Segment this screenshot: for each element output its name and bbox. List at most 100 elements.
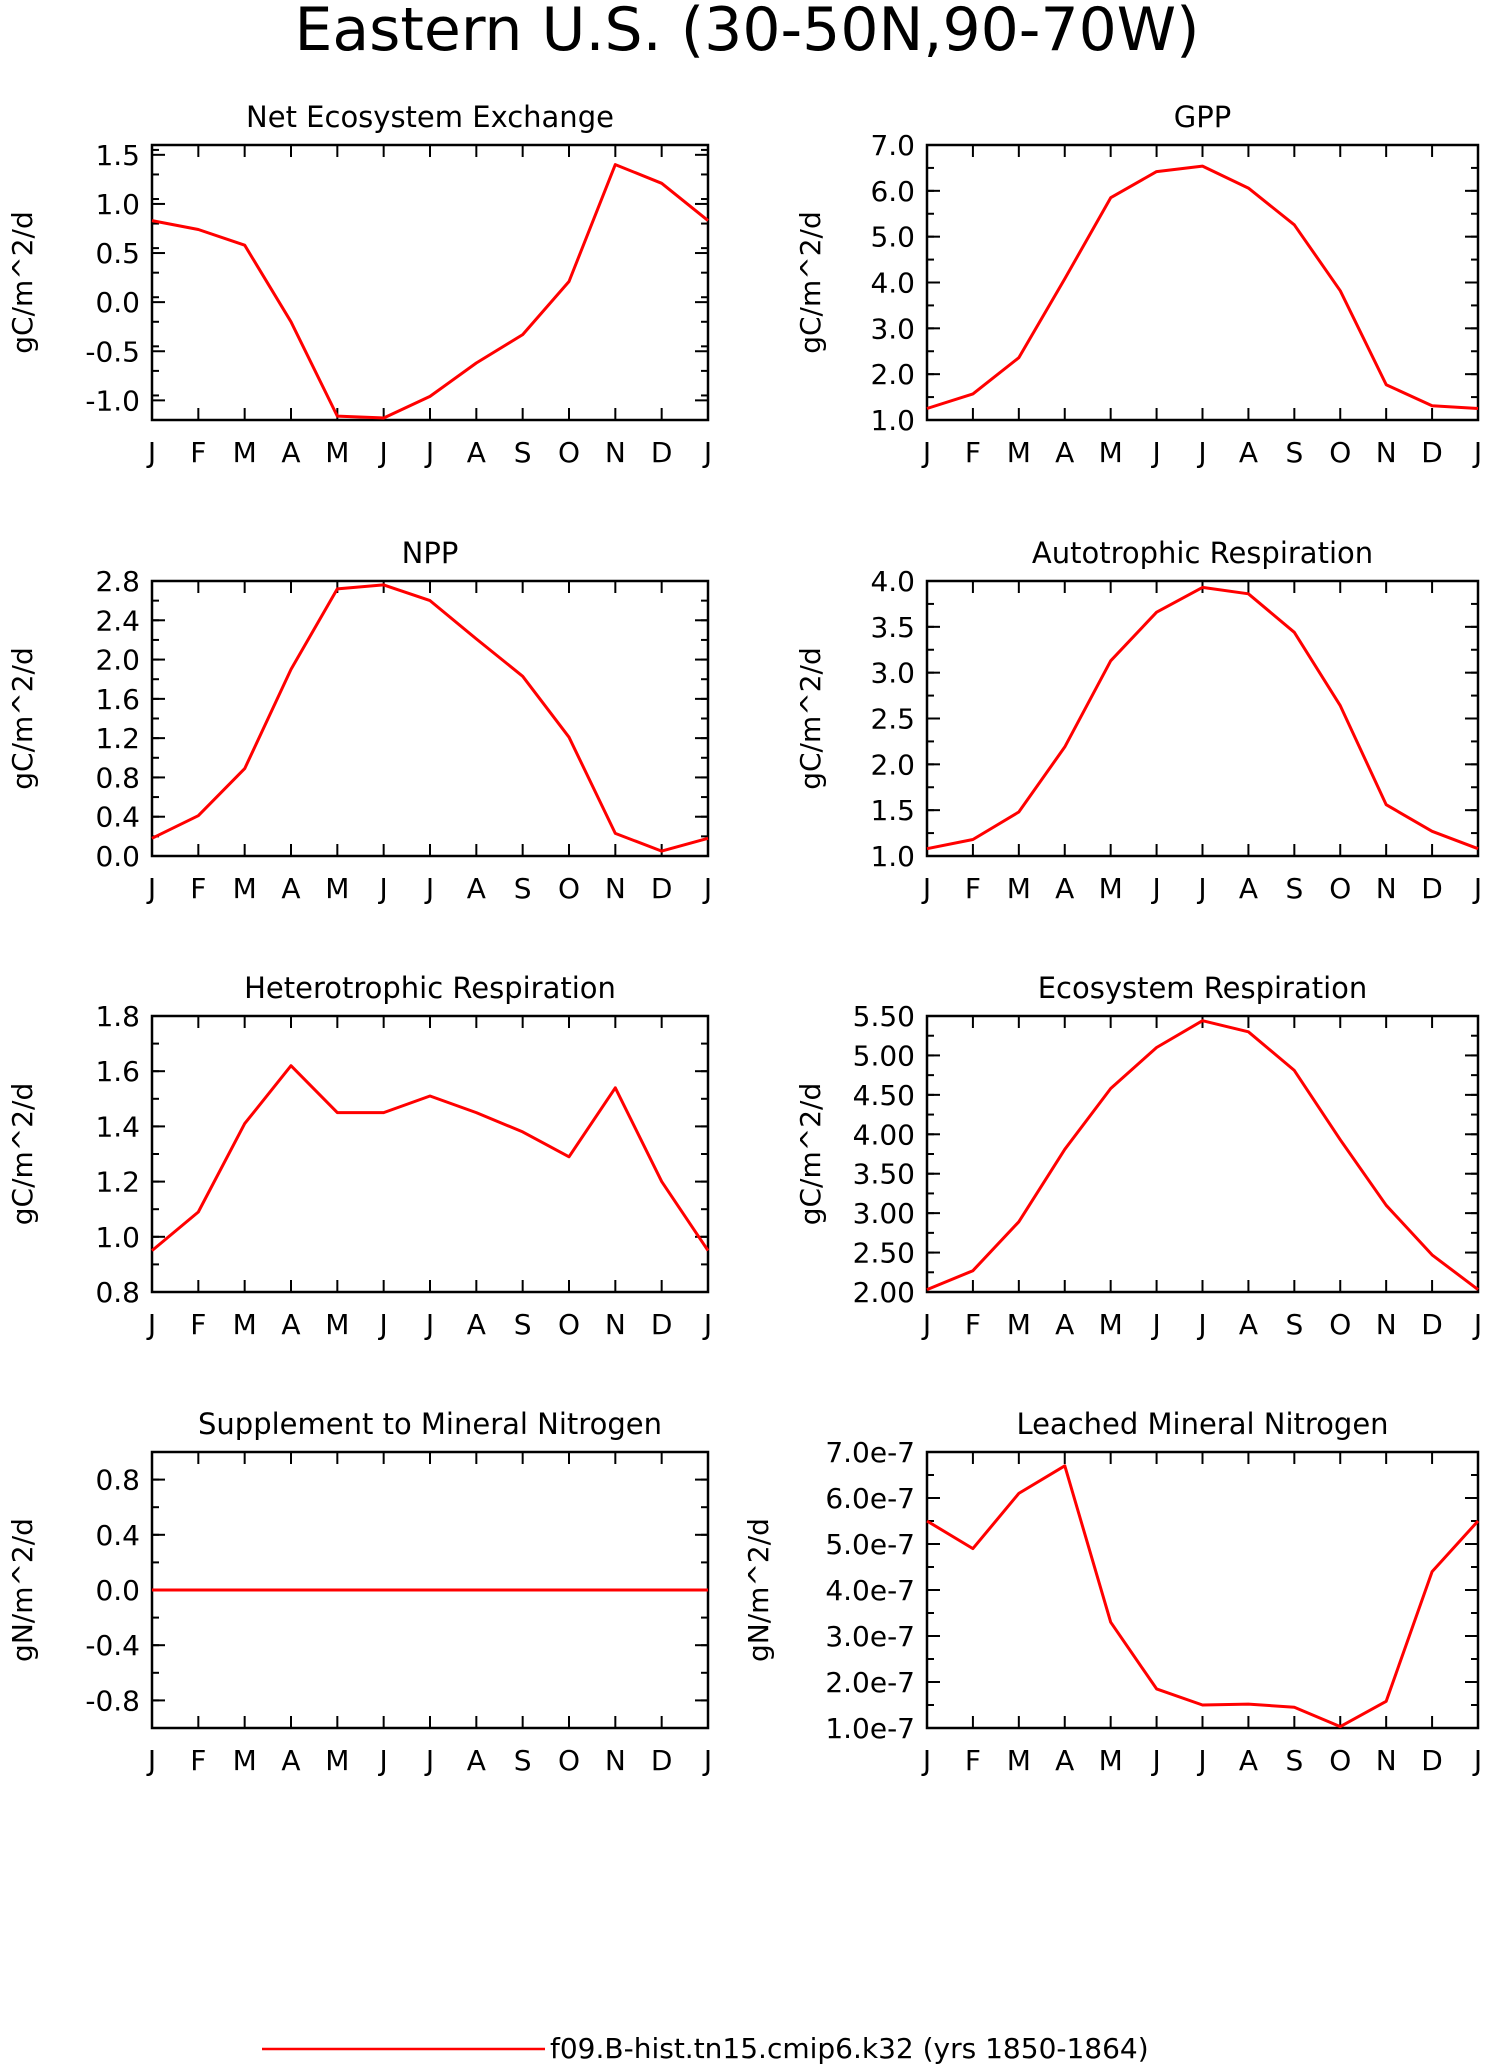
x-tick-label: M: [1099, 872, 1123, 905]
x-tick-label: O: [1329, 1308, 1351, 1341]
x-tick-label: D: [1421, 436, 1443, 469]
x-tick-label: A: [467, 436, 486, 469]
chart-title: Heterotrophic Respiration: [244, 971, 616, 1005]
y-tick-label: 1.0: [95, 1221, 140, 1254]
x-tick-label: O: [1329, 1744, 1351, 1777]
y-tick-label: 1.8: [95, 1000, 140, 1033]
y-tick-label: -0.5: [85, 335, 140, 368]
x-tick-label: J: [1150, 1308, 1160, 1341]
y-tick-label: 7.0: [870, 129, 915, 162]
x-tick-label: M: [325, 1744, 349, 1777]
plot-frame: [925, 579, 1480, 858]
y-tick-label: 0.8: [95, 1464, 140, 1497]
x-tick-label: D: [1421, 1744, 1443, 1777]
y-tick-label: 2.5: [870, 703, 915, 736]
x-tick-label: S: [514, 1744, 532, 1777]
x-tick-label: J: [424, 872, 434, 905]
y-tick-label: 6.0e-7: [825, 1482, 915, 1515]
y-tick-label: 1.5: [870, 794, 915, 827]
x-tick-label: M: [325, 436, 349, 469]
x-tick-label: J: [1472, 872, 1482, 905]
x-tick-label: M: [1007, 872, 1031, 905]
x-tick-label: J: [1472, 1308, 1482, 1341]
x-tick-label: N: [605, 872, 626, 905]
x-tick-label: M: [1007, 1744, 1031, 1777]
y-tick-label: 2.4: [95, 604, 140, 637]
y-tick-label: 1.2: [95, 1166, 140, 1199]
x-tick-label: A: [281, 1308, 300, 1341]
x-tick-label: J: [1196, 1308, 1206, 1341]
x-tick-label: N: [1376, 436, 1397, 469]
x-tick-label: J: [921, 1744, 931, 1777]
x-tick-label: A: [1055, 1744, 1074, 1777]
plot-frame: [925, 1014, 1480, 1294]
y-tick-label: 1.2: [95, 722, 140, 755]
x-tick-label: S: [1285, 1308, 1303, 1341]
x-tick-label: J: [424, 436, 434, 469]
x-tick-label: M: [233, 1308, 257, 1341]
x-tick-label: M: [325, 1308, 349, 1341]
x-tick-label: J: [1150, 872, 1160, 905]
legend: f09.B-hist.tn15.cmip6.k32 (yrs 1850-1864…: [262, 2032, 1149, 2065]
y-tick-label: -1.0: [85, 384, 140, 417]
plot-frame: [150, 579, 710, 858]
x-tick-label: O: [1329, 436, 1351, 469]
y-tick-label: 3.5: [870, 611, 915, 644]
series-line: [926, 164, 1479, 410]
x-tick-label: J: [146, 872, 156, 905]
x-tick-label: A: [1055, 436, 1074, 469]
y-axis-label: gC/m^2/d: [6, 1083, 39, 1226]
y-tick-label: 2.8: [95, 565, 140, 598]
y-axis-label: gC/m^2/d: [6, 647, 39, 790]
x-tick-label: J: [921, 872, 931, 905]
y-tick-label: 3.0e-7: [825, 1620, 915, 1653]
x-tick-label: S: [514, 872, 532, 905]
x-tick-label: J: [378, 1744, 388, 1777]
x-tick-label: A: [1055, 872, 1074, 905]
chart-title: Leached Mineral Nitrogen: [1016, 1407, 1388, 1441]
y-tick-label: 5.0e-7: [825, 1528, 915, 1561]
x-tick-label: N: [605, 1744, 626, 1777]
x-tick-label: J: [146, 1308, 156, 1341]
chart-title: Ecosystem Respiration: [1038, 971, 1368, 1005]
x-tick-label: F: [965, 1744, 981, 1777]
x-tick-label: J: [1196, 1744, 1206, 1777]
y-tick-label: 0.0: [95, 286, 140, 319]
x-tick-label: A: [281, 436, 300, 469]
x-tick-label: M: [1099, 436, 1123, 469]
x-tick-label: D: [651, 436, 673, 469]
y-tick-label: 4.0: [870, 565, 915, 598]
y-tick-label: 4.00: [853, 1118, 915, 1151]
x-tick-label: O: [558, 1744, 580, 1777]
y-axis-label: gC/m^2/d: [6, 211, 39, 354]
x-tick-label: J: [378, 872, 388, 905]
x-tick-label: A: [281, 1744, 300, 1777]
series-line: [926, 1464, 1480, 1729]
x-tick-label: F: [965, 872, 981, 905]
y-tick-label: 1.0: [870, 840, 915, 873]
x-tick-label: S: [514, 1308, 532, 1341]
chart-title: Supplement to Mineral Nitrogen: [198, 1407, 662, 1441]
y-tick-label: 4.50: [853, 1079, 915, 1112]
y-tick-label: 2.0e-7: [825, 1666, 915, 1699]
x-tick-label: M: [1099, 1744, 1123, 1777]
x-tick-label: M: [233, 1744, 257, 1777]
plot-frame: [925, 143, 1480, 422]
y-tick-label: 1.0e-7: [825, 1712, 915, 1745]
x-tick-label: S: [514, 436, 532, 469]
series-line: [151, 583, 709, 853]
y-tick-label: 3.0: [870, 312, 915, 345]
y-tick-label: 0.0: [95, 840, 140, 873]
x-tick-label: A: [467, 872, 486, 905]
x-tick-label: J: [146, 436, 156, 469]
y-tick-label: 4.0: [870, 267, 915, 300]
x-tick-label: F: [190, 436, 206, 469]
y-tick-label: 4.0e-7: [825, 1574, 915, 1607]
y-tick-label: 1.0: [95, 188, 140, 221]
chart-title: Net Ecosystem Exchange: [246, 100, 614, 134]
